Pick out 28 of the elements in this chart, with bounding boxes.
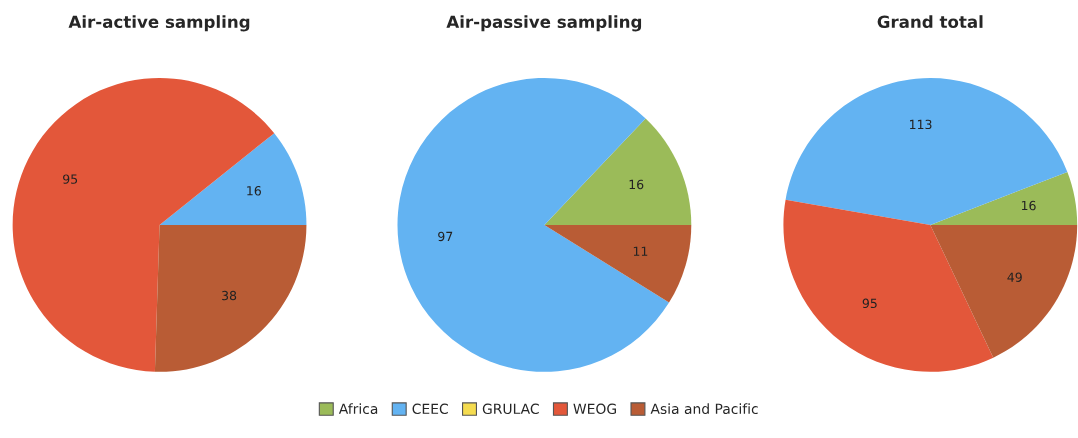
pie-slice bbox=[544, 118, 692, 225]
data-label: 95 bbox=[862, 298, 877, 309]
chart-title: Air-passive sampling bbox=[446, 15, 642, 32]
pie-slice bbox=[159, 133, 307, 225]
pie-slice bbox=[544, 224, 692, 303]
data-label: 97 bbox=[438, 231, 453, 242]
data-label: 16 bbox=[247, 186, 261, 196]
chart-title: Air-active sampling bbox=[68, 15, 250, 32]
legend-label: Asia and Pacific bbox=[650, 403, 758, 415]
legend-label: CEEC bbox=[412, 403, 448, 415]
data-label: 95 bbox=[63, 174, 78, 184]
pie-slice bbox=[154, 224, 307, 372]
pie-slice bbox=[930, 224, 1078, 358]
pie-slice bbox=[930, 172, 1078, 225]
pie-slice bbox=[397, 78, 670, 372]
pie-slice bbox=[785, 78, 1068, 225]
data-label: 38 bbox=[222, 290, 237, 301]
chart-title: Grand total bbox=[877, 15, 983, 29]
data-label: 11 bbox=[633, 246, 648, 256]
data-label: 49 bbox=[1007, 272, 1022, 282]
data-label: 16 bbox=[1021, 200, 1036, 211]
legend-label: GRULAC bbox=[482, 403, 539, 415]
legend-label: WEOG bbox=[573, 403, 616, 415]
data-label: 16 bbox=[629, 179, 644, 190]
pie-slice bbox=[783, 199, 994, 372]
legend-label: Africa bbox=[338, 403, 378, 415]
pie-slice bbox=[12, 78, 275, 372]
data-label: 113 bbox=[910, 119, 932, 130]
